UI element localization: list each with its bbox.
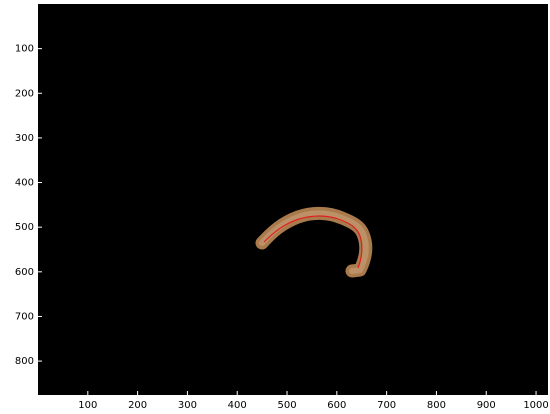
y-tick-label: 100: [15, 44, 34, 55]
x-tick-label: 700: [377, 400, 396, 411]
x-tick-label: 100: [78, 400, 97, 411]
x-tick-label: 800: [427, 400, 446, 411]
page: {"chart_data": {"type": "image", "xlim":…: [0, 0, 550, 414]
y-tick-label: 700: [15, 311, 34, 322]
y-tick-label: 300: [15, 133, 34, 144]
x-tick-label: 900: [477, 400, 496, 411]
y-tick-label: 400: [15, 178, 34, 189]
y-tick-label: 600: [15, 267, 34, 278]
y-tick-label: 500: [15, 222, 34, 233]
x-tick-label: 400: [228, 400, 247, 411]
figure: 100 200 300 400 500 600 700 800 900 1000 100 200 300…: [0, 0, 550, 414]
x-tick-label: 200: [128, 400, 147, 411]
y-tick-label: 800: [15, 356, 34, 367]
x-tick-label: 1000: [523, 400, 548, 411]
x-tick-label: 500: [277, 400, 296, 411]
x-tick-label: 300: [178, 400, 197, 411]
x-tick-label: 600: [327, 400, 346, 411]
image-area: [38, 4, 548, 395]
y-tick-label: 200: [15, 88, 34, 99]
